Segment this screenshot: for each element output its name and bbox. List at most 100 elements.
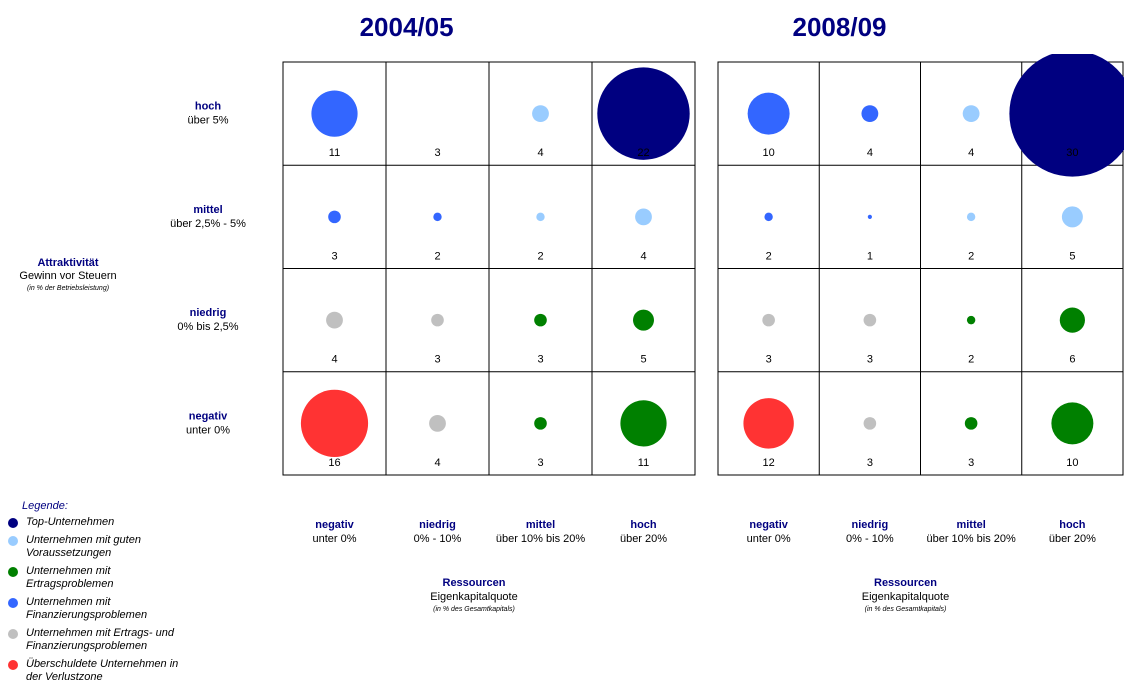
count-label: 2: [434, 250, 440, 262]
y-axis-title: Attraktivität: [37, 257, 98, 269]
x-category-name: negativ: [315, 519, 354, 531]
count-label: 10: [1066, 457, 1078, 469]
x-category-sub: über 10% bis 20%: [496, 533, 585, 545]
legend-item: Unternehmen mit guten Voraussetzungen: [8, 534, 191, 560]
legend-marker: [8, 536, 18, 546]
count-label: 3: [766, 354, 772, 366]
y-category-name: niedrig: [190, 307, 227, 319]
x-category-name: hoch: [630, 519, 657, 531]
count-label: 2: [968, 250, 974, 262]
y-category-sub: über 5%: [188, 115, 229, 127]
count-label: 3: [867, 457, 873, 469]
count-label: 10: [763, 147, 775, 159]
count-label: 4: [640, 250, 646, 262]
count-label: 2: [968, 354, 974, 366]
bubble: [633, 309, 654, 331]
legend-marker: [8, 629, 18, 639]
count-label: 3: [537, 457, 543, 469]
y-category-name: mittel: [193, 204, 222, 216]
bubble: [743, 398, 794, 449]
bubble: [1059, 307, 1085, 333]
bubble: [597, 67, 690, 160]
bubble: [429, 414, 446, 432]
legend-marker: [8, 567, 18, 577]
count-label: 16: [328, 457, 340, 469]
legend-label: Unternehmen mit Ertrags- und Finanzierun…: [26, 627, 174, 652]
bubble: [747, 92, 790, 135]
x-category-sub: über 20%: [1049, 533, 1096, 545]
x-axis-title: Ressourcen: [874, 577, 937, 589]
x-category-name: mittel: [526, 519, 555, 531]
y-category-sub: 0% bis 2,5%: [177, 321, 238, 333]
count-label: 3: [867, 354, 873, 366]
legend-label: Top-Unternehmen: [26, 516, 115, 528]
bubble: [1051, 402, 1094, 445]
bubble: [311, 90, 358, 137]
bubbles: [300, 67, 690, 457]
x-axis-note: (in % des Gesamtkapitals): [865, 606, 947, 613]
bubble: [966, 315, 976, 325]
bubble: [534, 417, 547, 430]
x-category-name: mittel: [956, 519, 985, 531]
x-category-sub: unter 0%: [747, 533, 791, 545]
bubble: [328, 210, 341, 224]
bubble: [966, 212, 976, 222]
legend-label: Unternehmen mit Finanzierungsproblemen: [26, 596, 148, 621]
legend-item: Überschuldete Unternehmen in der Verlust…: [8, 658, 191, 684]
count-label: 22: [637, 147, 649, 159]
legend-title: Legende:: [22, 500, 68, 512]
legend: Legende: Top-Unternehmen Unternehmen mit …: [8, 500, 218, 689]
bubble: [326, 311, 343, 329]
bubble: [1061, 206, 1083, 228]
legend-item: Unternehmen mit Ertrags- und Finanzierun…: [8, 627, 191, 653]
bubble: [861, 105, 879, 123]
count-label: 11: [638, 457, 649, 469]
count-label: 5: [1069, 250, 1075, 262]
bubble: [764, 212, 773, 222]
bubble: [300, 389, 369, 457]
count-label: 6: [1069, 354, 1075, 366]
count-label: 12: [763, 457, 775, 469]
bubble: [863, 313, 877, 327]
legend-item: Top-Unternehmen: [8, 516, 191, 529]
count-label: 2: [766, 250, 772, 262]
panel-title: 2004/05: [360, 12, 454, 42]
bubble: [962, 105, 980, 123]
bubble: [532, 105, 549, 123]
bubble: [534, 313, 547, 327]
y-category-name: hoch: [195, 101, 222, 113]
count-label: 3: [434, 354, 440, 366]
count-label: 30: [1066, 147, 1078, 159]
x-category-sub: 0% - 10%: [846, 533, 894, 545]
bubble: [431, 313, 444, 327]
legend-marker: [8, 518, 18, 528]
x-category-name: niedrig: [419, 519, 456, 531]
x-category-sub: über 20%: [620, 533, 667, 545]
bubble: [762, 313, 775, 327]
x-category-sub: 0% - 10%: [414, 533, 462, 545]
x-axis-subtitle: Eigenkapitalquote: [430, 591, 517, 603]
y-axis-subtitle: Gewinn vor Steuern: [19, 270, 116, 282]
bubble: [964, 417, 978, 430]
count-label: 11: [329, 147, 340, 159]
y-category-sub: über 2,5% - 5%: [170, 218, 246, 230]
x-category-sub: über 10% bis 20%: [926, 533, 1015, 545]
count-label: 3: [331, 250, 337, 262]
panel-title: 2008/09: [793, 12, 887, 42]
bubble: [863, 417, 877, 430]
x-axis-subtitle: Eigenkapitalquote: [862, 591, 949, 603]
bubble: [433, 212, 442, 222]
count-label: 1: [867, 250, 873, 262]
bubble: [635, 208, 652, 226]
count-label: 3: [968, 457, 974, 469]
bubble: [536, 212, 545, 222]
legend-label: Unternehmen mit Ertragsproblemen: [26, 565, 114, 590]
bubble: [867, 214, 872, 219]
bubble: [1009, 54, 1124, 177]
count-label: 4: [434, 457, 440, 469]
bubbles: [743, 54, 1124, 449]
count-label: 2: [537, 250, 543, 262]
count-label: 3: [537, 354, 543, 366]
y-category-sub: unter 0%: [186, 424, 230, 436]
